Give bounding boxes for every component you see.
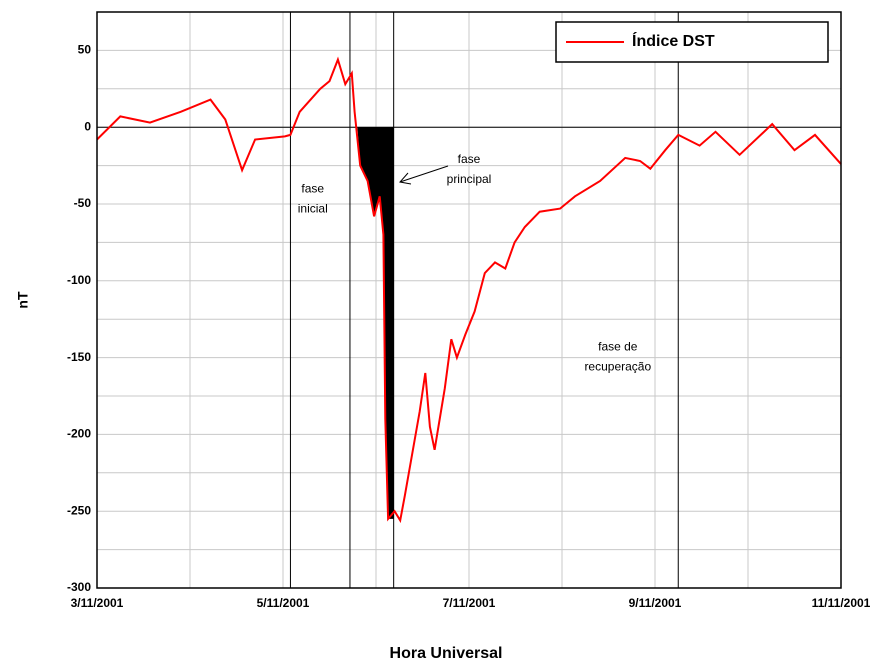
y-tick-label: 50 xyxy=(78,43,92,57)
main-phase-shade xyxy=(357,127,394,519)
y-tick-label: -50 xyxy=(74,196,92,210)
annotation-line: fase xyxy=(458,152,481,166)
y-axis-label: nT xyxy=(15,291,31,309)
y-tick-label: -150 xyxy=(67,350,91,364)
legend-label: Índice DST xyxy=(632,31,715,50)
y-tick-label: -250 xyxy=(67,503,91,517)
y-tick-label: -200 xyxy=(67,427,91,441)
annotation-line: fase de xyxy=(598,340,638,354)
x-tick-label: 11/11/2001 xyxy=(812,596,871,610)
x-axis-label: Hora Universal xyxy=(390,645,503,662)
y-tick-label: -300 xyxy=(67,580,91,594)
annotation-arrow xyxy=(399,165,449,185)
plot-frame xyxy=(96,11,842,589)
x-tick-label: 3/11/2001 xyxy=(71,596,124,610)
annotation-line: recuperação xyxy=(584,360,651,374)
annotation-line: inicial xyxy=(298,202,328,216)
x-tick-label: 7/11/2001 xyxy=(443,596,496,610)
annotation: fase inicial xyxy=(298,182,328,216)
annotation: fase principal xyxy=(447,152,492,186)
annotation: fase de recuperação xyxy=(584,340,651,374)
y-tick-label: -100 xyxy=(67,273,91,287)
y-tick-label: 0 xyxy=(84,119,91,133)
annotation-line: fase xyxy=(301,182,324,196)
annotation-line: principal xyxy=(447,172,492,186)
x-tick-label: 9/11/2001 xyxy=(629,596,682,610)
series-line xyxy=(96,56,842,524)
x-tick-label: 5/11/2001 xyxy=(257,596,310,610)
